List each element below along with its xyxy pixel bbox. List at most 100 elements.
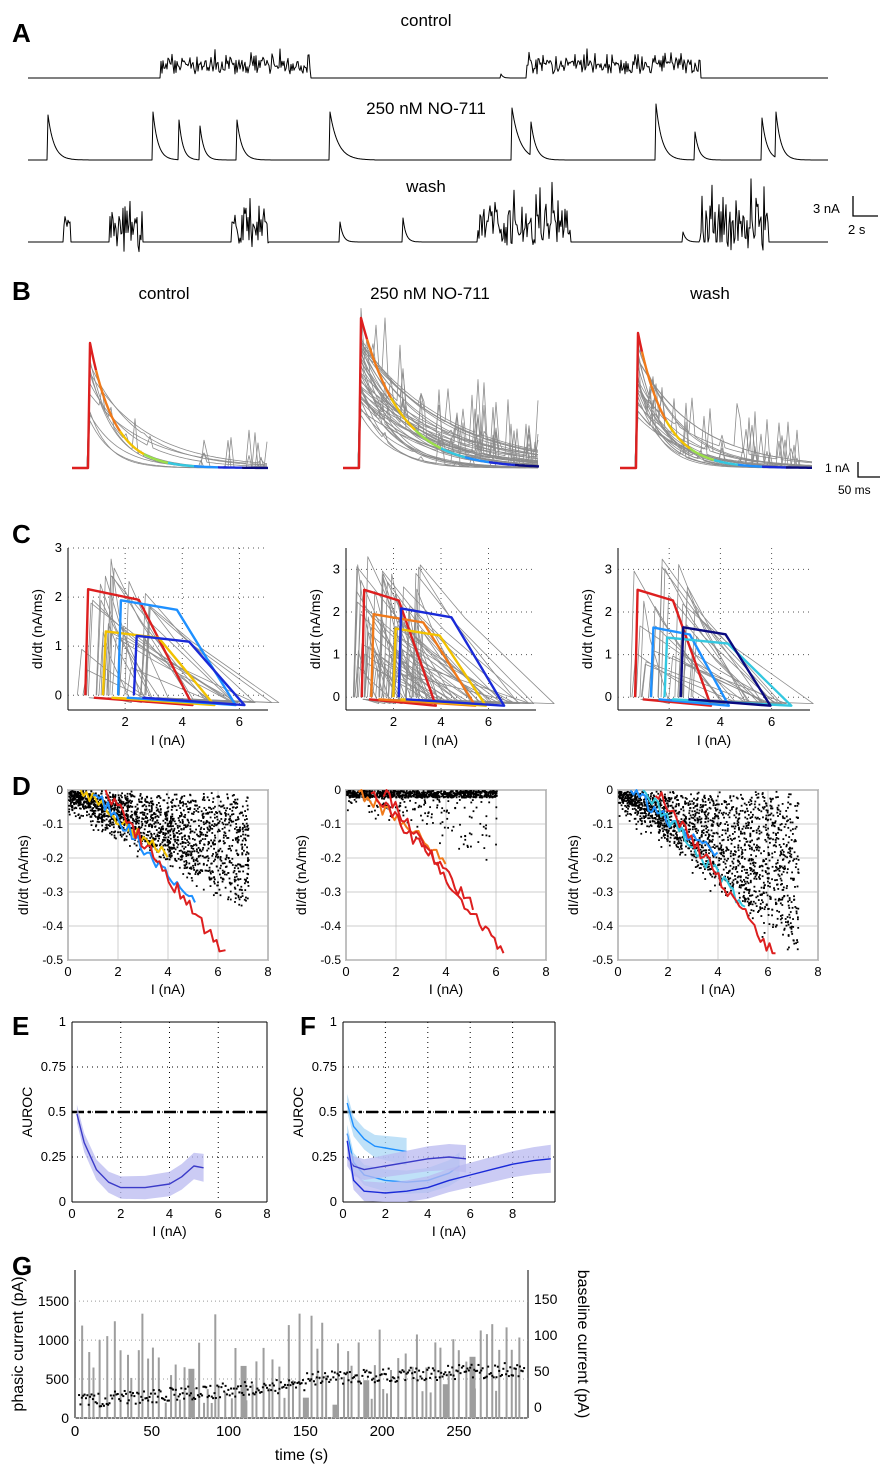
scatter-point bbox=[738, 860, 740, 863]
scatter-point bbox=[381, 796, 384, 799]
scatter-point bbox=[769, 896, 772, 899]
scatter-point bbox=[429, 790, 432, 793]
scatter-point bbox=[709, 807, 712, 810]
scatter-point bbox=[213, 816, 216, 819]
scatter-point bbox=[692, 802, 695, 804]
scatter-point bbox=[791, 933, 794, 935]
scatter-point bbox=[742, 798, 744, 801]
scatter-point bbox=[772, 923, 775, 926]
scatter-point bbox=[626, 797, 629, 799]
scatter-point bbox=[158, 827, 161, 830]
scatter-point bbox=[750, 800, 753, 802]
scatter-point bbox=[243, 837, 246, 840]
scatter-point bbox=[779, 898, 782, 901]
scatter-point bbox=[113, 831, 116, 834]
scatter-point bbox=[175, 831, 178, 834]
scatter-point bbox=[221, 880, 224, 883]
scatter-point bbox=[663, 826, 666, 828]
scatter-point bbox=[95, 792, 97, 795]
scatter-point bbox=[369, 790, 371, 793]
scatter-point bbox=[656, 822, 659, 824]
scatter-point bbox=[709, 819, 712, 822]
scatter-point bbox=[218, 873, 221, 876]
scatter-point bbox=[388, 819, 391, 821]
scatter-point bbox=[124, 814, 127, 816]
scatter-point bbox=[702, 853, 705, 856]
no711-gray-trace bbox=[343, 387, 539, 469]
scatter-point bbox=[222, 804, 225, 807]
scatter-point bbox=[148, 846, 151, 849]
scatter-point bbox=[755, 896, 758, 899]
scatter-point bbox=[732, 854, 735, 857]
scatter-point bbox=[198, 806, 201, 808]
scatter-point bbox=[126, 799, 129, 802]
scatter-point bbox=[658, 814, 661, 817]
scatter-point bbox=[696, 861, 699, 864]
control-color-trace bbox=[119, 430, 145, 456]
scatter-point bbox=[651, 792, 653, 794]
scatter-point bbox=[410, 795, 413, 798]
scatter-point bbox=[210, 792, 213, 794]
scatter-point bbox=[480, 801, 483, 803]
scatter-point bbox=[169, 822, 171, 824]
scatter-point bbox=[458, 795, 461, 798]
scatter-point bbox=[767, 827, 770, 830]
scatter-point bbox=[720, 853, 723, 856]
scatter-point bbox=[200, 826, 203, 829]
scatter-point bbox=[485, 796, 488, 799]
scatter-point bbox=[78, 817, 81, 820]
scatter-point bbox=[173, 827, 176, 830]
scatter-point bbox=[157, 831, 160, 834]
scatter-point bbox=[783, 928, 786, 931]
scatter-point bbox=[747, 882, 750, 885]
scatter-point bbox=[208, 829, 211, 831]
scatter-point bbox=[190, 847, 193, 849]
scatter-point bbox=[767, 834, 770, 837]
x-tick-label: 8 bbox=[263, 1206, 270, 1221]
scatter-point bbox=[438, 791, 441, 794]
scatter-point bbox=[368, 791, 371, 794]
scatter-point bbox=[715, 831, 718, 834]
scatter-point bbox=[708, 841, 711, 843]
scatter-point bbox=[440, 790, 443, 793]
scatter-point bbox=[150, 833, 153, 836]
x-tick-label: 6 bbox=[768, 714, 775, 729]
scatter-point bbox=[234, 876, 236, 879]
scatter-point bbox=[707, 836, 710, 839]
scatter-point bbox=[650, 803, 652, 806]
scatter-point bbox=[661, 807, 664, 809]
scatter-point bbox=[195, 844, 198, 847]
scatter-point bbox=[775, 866, 778, 869]
scatter-point bbox=[681, 851, 684, 854]
scatter-point bbox=[744, 816, 747, 819]
scatter-point bbox=[754, 902, 757, 905]
panel-b-title-wash: wash bbox=[689, 284, 730, 303]
scatter-point bbox=[224, 858, 227, 860]
wash-color-trace bbox=[620, 331, 644, 470]
scatter-point bbox=[234, 864, 237, 867]
scatter-point bbox=[794, 840, 797, 843]
scatter-point bbox=[708, 806, 711, 809]
scatter-point bbox=[713, 832, 716, 835]
scatter-point bbox=[625, 800, 627, 802]
scatter-point bbox=[709, 873, 712, 876]
scatter-point bbox=[220, 805, 222, 808]
scatter-point bbox=[780, 853, 783, 856]
scatter-point bbox=[748, 892, 750, 894]
y-axis-label: AUROC bbox=[19, 1087, 35, 1138]
scatter-point bbox=[775, 837, 778, 839]
scatter-point bbox=[398, 805, 401, 808]
scatter-point bbox=[704, 878, 707, 880]
scatter-point bbox=[737, 855, 740, 858]
scatter-point bbox=[741, 852, 744, 855]
scatter-point bbox=[717, 847, 720, 850]
scatter-point bbox=[748, 894, 751, 897]
scatter-point bbox=[495, 843, 497, 846]
scatter-point bbox=[223, 831, 226, 834]
scatter-point bbox=[192, 847, 195, 850]
scatter-point bbox=[193, 811, 195, 813]
scatter-point bbox=[216, 856, 219, 859]
scatter-point bbox=[204, 833, 207, 836]
scatter-point bbox=[94, 812, 96, 815]
